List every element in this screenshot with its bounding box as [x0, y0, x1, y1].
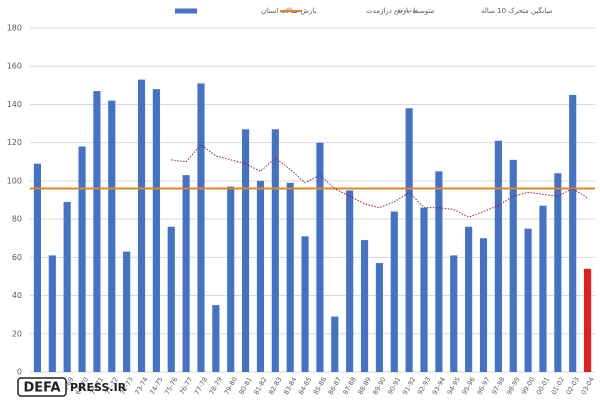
bar — [479, 238, 488, 372]
bar — [167, 226, 175, 372]
y-tick-label: 80 — [12, 215, 22, 224]
x-tick-label: 02-03 — [565, 376, 581, 396]
x-tick-label: 99-00 — [520, 376, 536, 396]
x-tick-label: 92-93 — [416, 376, 432, 396]
bar — [360, 240, 369, 372]
x-tick-label: 93-94 — [431, 376, 447, 396]
bar — [78, 146, 86, 372]
bar — [524, 228, 532, 372]
x-tick-label: 89-90 — [371, 376, 387, 396]
bar — [301, 236, 309, 372]
bar — [182, 175, 190, 372]
x-tick-label: 98-99 — [505, 376, 521, 396]
bar — [48, 255, 56, 372]
bar — [390, 211, 398, 372]
x-tick-label: 95-96 — [460, 376, 476, 396]
bar — [286, 182, 294, 372]
bar — [509, 159, 517, 372]
x-tick-label: 84-85 — [297, 376, 313, 396]
watermark: PRESS.IR — [70, 381, 127, 394]
x-tick-label: 03-04 — [579, 376, 595, 396]
bar — [93, 91, 101, 373]
x-tick-label: 80-81 — [237, 376, 253, 396]
x-tick-label: 82-83 — [267, 376, 283, 396]
x-tick-label: 00-01 — [535, 376, 551, 396]
bar — [108, 100, 116, 372]
x-tick-label: 78-79 — [208, 376, 224, 396]
bar — [465, 226, 473, 372]
bar — [583, 268, 592, 372]
legend-swatch — [175, 8, 197, 14]
legend-label: میانگین متحرک 10 ساله — [481, 6, 552, 15]
x-tick-label: 90-91 — [386, 376, 402, 396]
bar — [197, 83, 205, 372]
bar — [569, 94, 577, 372]
bar — [316, 142, 324, 372]
x-tick-label: 79-80 — [223, 376, 239, 396]
bar — [539, 205, 547, 372]
bar — [256, 180, 265, 372]
bar — [420, 207, 428, 372]
bar — [405, 108, 413, 373]
bar — [450, 255, 458, 372]
bar — [435, 171, 443, 372]
x-tick-label: 75-76 — [163, 376, 179, 396]
bar — [346, 190, 354, 372]
x-tick-label: 73-74 — [133, 376, 149, 396]
y-tick-label: 60 — [12, 253, 22, 262]
bar — [375, 263, 383, 372]
x-tick-label: 96-97 — [475, 376, 491, 396]
x-tick-label: 74-75 — [148, 376, 164, 396]
bar — [331, 316, 339, 372]
watermark-box — [17, 377, 67, 397]
moving-average-line — [171, 143, 588, 218]
bar — [242, 129, 250, 372]
x-tick-label: 83-84 — [282, 376, 298, 396]
x-tick-label: 91-92 — [401, 376, 417, 396]
y-tick-label: 160 — [7, 62, 22, 71]
y-tick-label: 180 — [7, 24, 22, 33]
x-tick-label: 77-78 — [193, 376, 209, 396]
y-tick-label: 20 — [12, 329, 22, 338]
bar — [152, 89, 160, 373]
x-tick-label: 76-77 — [178, 376, 194, 396]
bar — [271, 129, 279, 372]
x-tick-label: 85-86 — [312, 376, 328, 396]
bar — [212, 305, 220, 372]
x-tick-label: 86-87 — [327, 376, 343, 396]
x-tick-label: 87-88 — [341, 376, 357, 396]
bar — [137, 79, 146, 372]
bar — [227, 186, 235, 372]
watermark: DEFA — [23, 381, 60, 396]
y-tick-label: 40 — [12, 291, 22, 300]
x-tick-label: 88-89 — [356, 376, 372, 396]
x-tick-label: 81-82 — [252, 376, 268, 396]
bar — [33, 163, 42, 372]
bar — [554, 173, 562, 372]
y-tick-label: 120 — [7, 138, 22, 147]
y-tick-label: 140 — [7, 100, 22, 109]
x-tick-label: 01-02 — [550, 376, 566, 396]
x-tick-label: 97-98 — [490, 376, 506, 396]
bar — [123, 251, 131, 372]
bar — [63, 201, 71, 372]
y-tick-label: 100 — [7, 176, 22, 185]
y-tick-label: 0 — [17, 368, 22, 377]
legend-label: متوسط بارش درازمدت — [366, 7, 435, 15]
bar — [494, 140, 502, 372]
x-tick-label: 94-95 — [446, 376, 462, 396]
